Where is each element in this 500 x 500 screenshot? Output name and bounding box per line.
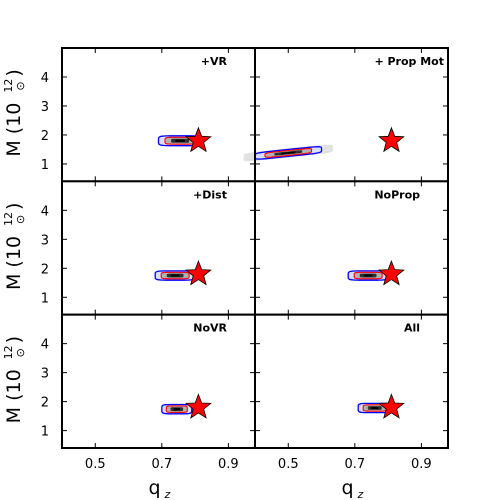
posterior-peak [281,151,296,155]
y-tick-label: 1 [41,158,49,173]
y-axis-title-main: M (10 [3,236,25,290]
y-tick-label: 4 [41,71,49,86]
y-axis-title-exponent: 12 [2,79,15,93]
y-tick-label: 1 [41,291,49,306]
y-tick-label: 2 [41,129,49,144]
x-axis-title-subscript: z [164,488,171,500]
y-tick-label: 4 [41,338,49,353]
true-value-star [378,259,405,286]
y-tick-label: 4 [41,204,49,219]
panel-1: + Prop Mot [243,47,449,183]
panel-label: + Prop Mot [374,55,444,68]
panel-background [255,314,448,448]
x-axis-title: q [148,477,160,499]
y-axis-title: M (10 12 ⊙) [2,203,27,290]
x-tick-label: 0.9 [411,457,432,472]
panel-label: NoVR [193,322,227,335]
panel-label: All [404,322,420,335]
panel-2: +Dist [61,180,256,316]
posterior-peak [371,407,379,409]
y-tick-label: 3 [41,233,49,248]
y-axis-title-exponent: 12 [2,345,15,359]
posterior-peak [173,408,181,411]
y-tick-label: 3 [41,367,49,382]
true-value-star [185,393,212,419]
x-tick-labels: 0.5 0.7 0.9 0.5 0.7 0.9 [85,457,432,472]
y-axis-title-sun-symbol: ⊙ [14,215,27,224]
panel-4: NoVR [61,313,256,449]
panel-background [255,48,448,182]
y-axis-title-main: M (10 [3,103,25,157]
true-value-star [378,126,405,153]
y-axis-title-close: ) [3,69,25,76]
true-value-star [378,393,405,419]
x-tick-label: 0.7 [151,457,172,472]
true-value-star [185,259,212,286]
x-axis-title: q [341,477,353,499]
panel-background [62,181,255,315]
x-tick-label: 0.5 [85,457,106,472]
y-axis-title-sun-symbol: ⊙ [14,348,27,357]
y-tick-label: 3 [41,100,49,115]
true-value-star [185,126,212,153]
panel-background [62,314,255,448]
x-tick-label: 0.7 [344,457,365,472]
x-axis-title-subscript: z [357,488,364,500]
panel-label: +VR [201,55,228,68]
panel-frame [254,313,449,449]
y-axis-title-main: M (10 [3,369,25,423]
panel-background [62,48,255,182]
y-axis-title: M (10 12 ⊙) [2,69,27,156]
posterior-peak [170,274,180,277]
y-axis-title-sun-symbol: ⊙ [14,81,27,90]
panel-5: All [254,313,449,449]
posterior-peak [363,274,373,277]
y-tick-label: 1 [41,425,49,440]
panel-label: +Dist [193,188,227,201]
y-axis-title-close: ) [3,203,25,210]
y-axis-title-close: ) [3,336,25,343]
panel-0: +VR [61,47,256,183]
y-tick-label: 2 [41,262,49,277]
panel-background [255,181,448,315]
y-tick-label: 2 [41,396,49,411]
y-axis-title-exponent: 12 [2,212,15,226]
panel-3: NoProp [254,180,449,316]
posterior-peak [175,139,185,142]
x-tick-label: 0.9 [218,457,239,472]
panels-group: +VR + Prop Mot +Dist NoProp NoVR All [61,47,449,449]
y-axis-title: M (10 12 ⊙) [2,336,27,423]
y-tick-labels: 1 2 3 4 1 2 3 4 1 2 3 4 [41,71,49,440]
x-tick-label: 0.5 [278,457,299,472]
panel-label: NoProp [374,188,420,201]
